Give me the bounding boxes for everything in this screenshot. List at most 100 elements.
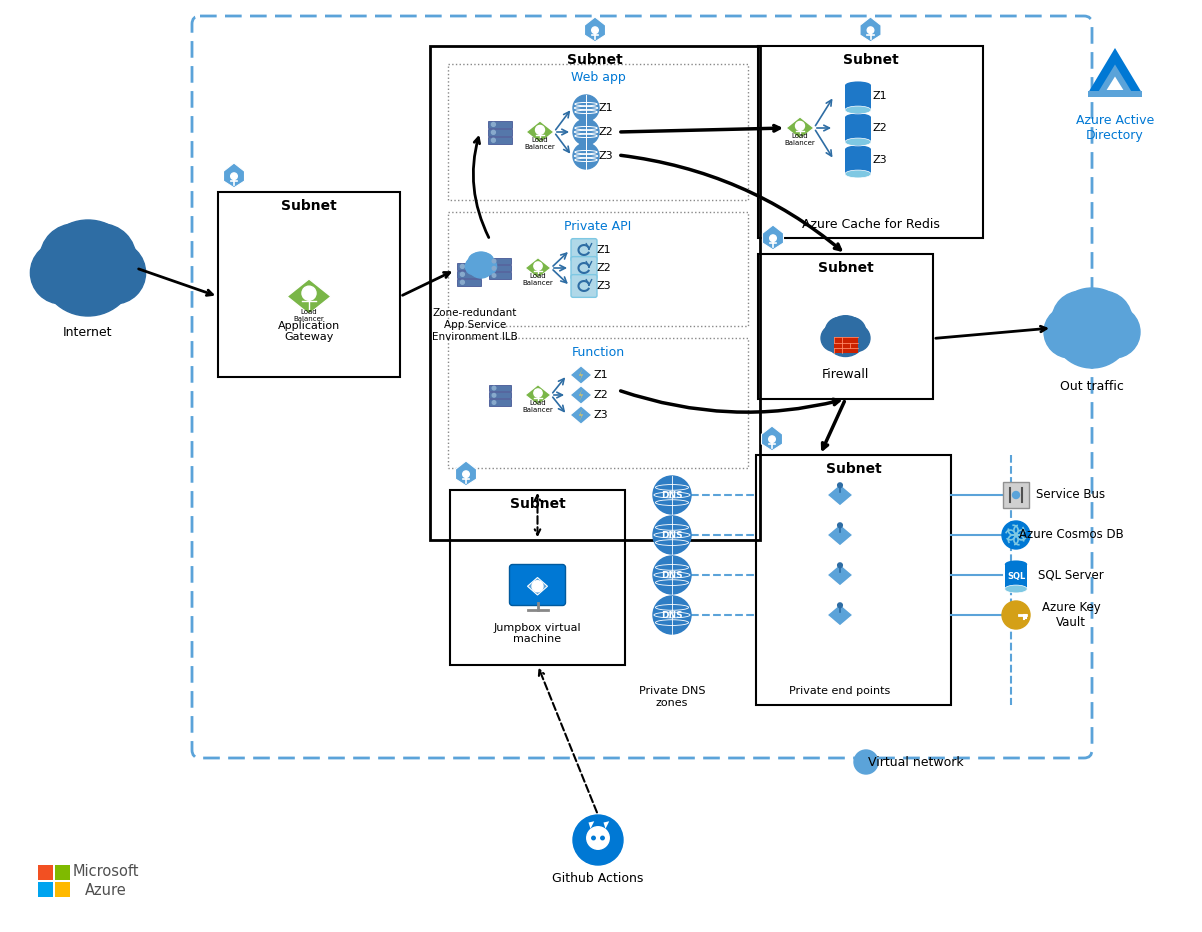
Polygon shape [827,524,853,546]
FancyBboxPatch shape [571,239,597,261]
Text: Private end points: Private end points [790,686,891,696]
Text: SQL Server: SQL Server [1039,569,1103,582]
Bar [489,266,511,271]
Bar [450,490,625,665]
Text: Load
Balancer: Load Balancer [293,308,325,322]
Circle shape [471,257,490,276]
Bar [1088,90,1142,97]
Bar [833,337,857,353]
Polygon shape [786,116,814,139]
Circle shape [853,750,877,774]
Circle shape [468,252,494,278]
Circle shape [653,556,691,594]
Text: Subnet: Subnet [510,497,565,511]
Circle shape [480,258,496,275]
Bar [845,117,871,142]
Circle shape [573,143,599,169]
Bar [488,137,512,144]
Circle shape [302,286,316,300]
Circle shape [460,265,464,268]
Circle shape [653,596,691,634]
Text: Z1: Z1 [873,91,887,101]
Bar [845,86,871,110]
Text: Azure Cosmos DB: Azure Cosmos DB [1018,528,1124,541]
Circle shape [825,317,855,347]
Circle shape [53,240,123,309]
Circle shape [492,130,495,134]
Polygon shape [827,484,853,506]
Circle shape [40,224,109,293]
Circle shape [838,603,843,608]
Circle shape [573,95,599,121]
Circle shape [838,523,843,528]
Bar [457,263,481,270]
Text: Azure: Azure [85,883,127,898]
Circle shape [837,317,865,347]
Text: Z1: Z1 [599,103,613,113]
Text: Z2: Z2 [873,123,887,133]
Circle shape [534,262,542,270]
Polygon shape [859,17,881,42]
Circle shape [653,516,691,554]
Bar [488,129,512,136]
Ellipse shape [1005,560,1028,569]
Text: Subnet: Subnet [843,53,898,67]
Bar [489,400,511,405]
Text: Load
Balancer: Load Balancer [523,400,553,413]
Circle shape [492,122,495,127]
Circle shape [867,27,874,34]
Text: Z2: Z2 [596,263,612,273]
Ellipse shape [845,145,871,153]
Circle shape [492,401,495,404]
Circle shape [821,325,847,351]
Circle shape [601,836,605,840]
Text: Z3: Z3 [873,155,887,165]
Circle shape [838,483,843,487]
Polygon shape [456,461,476,486]
Text: Z1: Z1 [594,370,608,380]
Text: Z3: Z3 [594,410,608,420]
Circle shape [492,393,495,397]
Text: Web app: Web app [571,72,625,85]
Bar [430,46,760,540]
Text: Zone-redundant
App Service
Environment ILB: Zone-redundant App Service Environment I… [433,308,518,342]
Text: Z3: Z3 [599,151,613,161]
FancyBboxPatch shape [510,565,565,606]
Polygon shape [762,225,784,250]
Circle shape [30,241,93,304]
Ellipse shape [1005,585,1028,593]
Polygon shape [525,257,551,279]
Text: DNS: DNS [661,530,683,540]
Polygon shape [579,368,583,381]
Text: Github Actions: Github Actions [552,871,644,884]
Polygon shape [1107,76,1124,90]
Bar [38,882,53,897]
Ellipse shape [845,170,871,178]
Polygon shape [1088,48,1142,93]
Circle shape [475,254,494,272]
Polygon shape [584,17,606,42]
Text: Load
Balancer: Load Balancer [523,272,553,285]
Text: DNS: DNS [661,490,683,500]
Polygon shape [570,365,593,384]
Circle shape [468,254,487,272]
Circle shape [1002,521,1030,549]
Text: SQL: SQL [1007,572,1025,581]
Bar [55,882,70,897]
Circle shape [573,119,599,145]
Text: Z3: Z3 [596,281,612,291]
Circle shape [769,436,775,443]
Bar [55,865,70,880]
FancyBboxPatch shape [571,275,597,297]
Bar [448,338,748,468]
Polygon shape [224,163,244,187]
Circle shape [591,27,599,34]
Bar [758,254,933,399]
Bar [38,865,53,880]
Text: Application
Gateway: Application Gateway [278,321,340,342]
Circle shape [1045,306,1096,358]
Circle shape [67,224,136,293]
Polygon shape [827,604,853,626]
Ellipse shape [845,106,871,114]
Text: Out traffic: Out traffic [1060,379,1124,392]
